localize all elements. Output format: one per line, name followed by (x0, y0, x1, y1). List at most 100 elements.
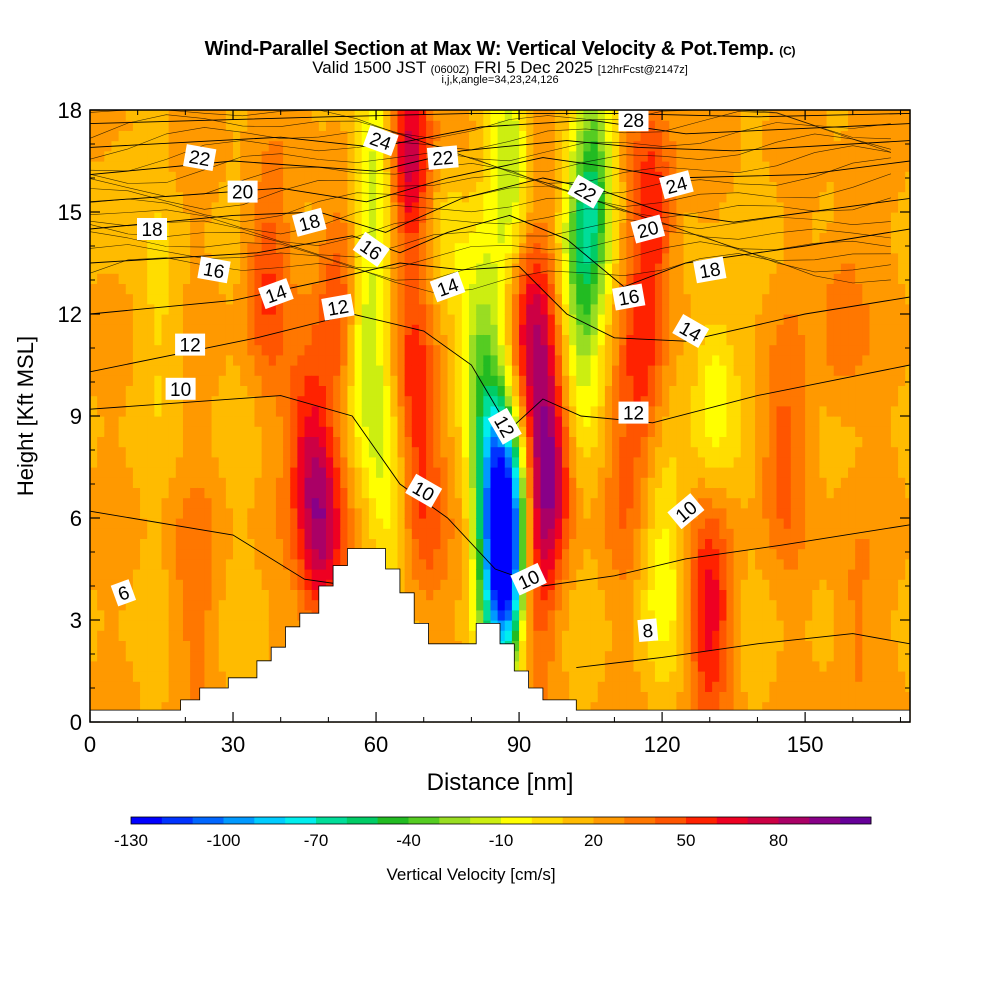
w-cell (182, 303, 191, 315)
w-cell (561, 191, 570, 203)
w-cell (161, 283, 170, 295)
w-cell (533, 334, 542, 346)
w-cell (290, 599, 298, 611)
w-cell (247, 405, 256, 417)
w-cell (590, 691, 599, 703)
w-cell (511, 385, 520, 397)
w-cell (576, 538, 585, 550)
w-cell (561, 365, 570, 376)
w-cell (469, 150, 477, 162)
w-cell (633, 609, 642, 621)
w-cell (283, 375, 291, 386)
w-cell (154, 487, 163, 499)
w-cell (433, 528, 442, 539)
w-cell (97, 436, 105, 448)
w-cell (182, 660, 191, 672)
w-cell (161, 314, 170, 325)
w-cell (511, 232, 520, 244)
w-cell (626, 191, 635, 203)
w-cell (383, 528, 391, 539)
w-cell (626, 150, 635, 162)
w-cell (483, 375, 492, 386)
w-cell (526, 477, 534, 488)
w-cell (569, 558, 577, 570)
w-cell (218, 650, 227, 662)
w-cell (676, 201, 685, 213)
w-cell (383, 201, 391, 213)
w-cell (647, 161, 656, 172)
w-cell (161, 599, 170, 611)
w-cell (461, 477, 470, 488)
w-cell (268, 426, 277, 437)
w-cell (147, 110, 155, 121)
w-cell (104, 181, 113, 193)
w-cell (511, 446, 520, 458)
w-cell (132, 426, 141, 437)
w-cell (604, 191, 613, 203)
w-cell (190, 497, 198, 509)
w-cell (225, 150, 234, 162)
w-cell (218, 242, 227, 254)
w-cell (318, 324, 327, 335)
w-cell (140, 650, 148, 662)
w-cell (476, 456, 484, 468)
w-cell (654, 232, 663, 244)
w-cell (519, 497, 527, 509)
w-cell (211, 161, 220, 172)
w-cell (118, 660, 127, 672)
w-cell (669, 528, 677, 539)
w-cell (469, 252, 477, 264)
w-cell (519, 232, 527, 244)
w-cell (511, 650, 520, 662)
w-cell (576, 467, 585, 478)
w-cell (111, 161, 120, 172)
w-cell (476, 283, 484, 295)
w-cell (132, 569, 141, 580)
w-cell (118, 650, 127, 662)
w-cell (619, 212, 627, 223)
w-cell (404, 446, 413, 458)
w-cell (633, 273, 642, 284)
w-cell (304, 110, 313, 121)
w-cell (662, 620, 670, 631)
w-cell (654, 681, 663, 692)
w-cell (526, 538, 534, 550)
w-cell (612, 446, 620, 458)
w-cell (561, 599, 570, 611)
w-cell (225, 528, 234, 539)
w-cell (340, 518, 349, 529)
w-cell (483, 181, 492, 193)
w-cell (397, 344, 406, 356)
w-cell (118, 293, 127, 305)
w-cell (211, 385, 220, 397)
w-cell (669, 487, 677, 499)
w-cell (304, 324, 313, 335)
w-cell (390, 538, 399, 550)
w-cell (118, 467, 127, 478)
w-cell (233, 589, 241, 601)
w-cell (404, 191, 413, 203)
w-cell (633, 242, 642, 254)
w-cell (483, 324, 492, 335)
w-cell (604, 681, 613, 692)
w-cell (97, 701, 105, 713)
w-cell (640, 518, 649, 529)
w-cell (576, 130, 585, 142)
w-cell (304, 120, 313, 131)
w-cell (547, 507, 556, 519)
w-cell (540, 548, 549, 560)
w-cell (304, 181, 313, 193)
w-cell (633, 263, 642, 274)
w-cell (647, 569, 656, 580)
w-cell (297, 589, 306, 601)
w-cell (604, 436, 613, 448)
w-cell (561, 222, 570, 233)
w-cell (461, 436, 470, 448)
w-cell (454, 201, 463, 213)
w-cell (247, 660, 256, 672)
w-cell (218, 283, 227, 295)
w-cell (483, 150, 492, 162)
w-cell (182, 242, 191, 254)
w-cell (612, 477, 620, 488)
w-cell (497, 497, 506, 509)
